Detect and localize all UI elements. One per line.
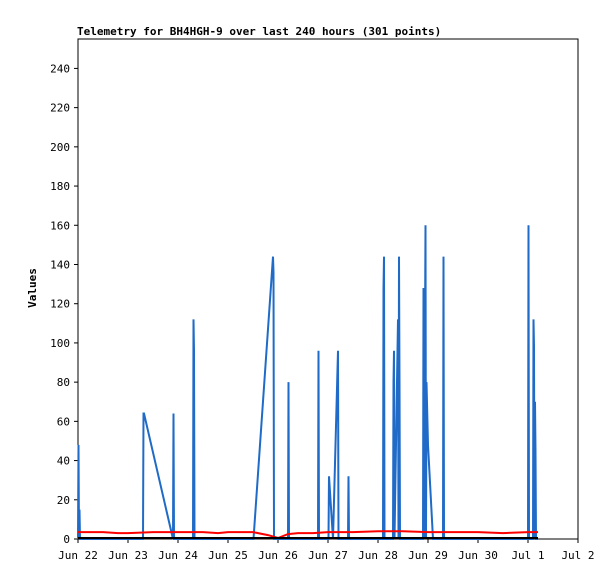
y-tick-label: 0 (63, 533, 70, 546)
x-axis-ticks: Jun 22 Jun 23 Jun 24 Jun 25 Jun 26 Jun 27 Jun … (58, 539, 595, 562)
y-tick-label: 120 (50, 298, 70, 311)
x-tick-label: Jul 2 (561, 549, 594, 562)
y-tick-label: 180 (50, 180, 70, 193)
y-tick-label: 240 (50, 62, 70, 75)
series-line-0 (77, 225, 538, 540)
x-tick-label: Jun 24 (158, 549, 198, 562)
x-tick-label: Jun 22 (58, 549, 98, 562)
series-layer (77, 225, 538, 540)
y-tick-label: 80 (57, 376, 70, 389)
y-tick-label: 60 (57, 415, 70, 428)
y-tick-label: 160 (50, 219, 70, 232)
y-tick-label: 100 (50, 337, 70, 350)
plot-frame (77, 38, 579, 540)
x-tick-label: Jun 28 (358, 549, 398, 562)
y-axis-ticks: 0 20 40 60 80 100 120 140 160 180 200 220 240 (50, 62, 78, 546)
y-tick-label: 200 (50, 141, 70, 154)
y-tick-label: 220 (50, 102, 70, 115)
x-tick-label: Jun 30 (458, 549, 498, 562)
x-tick-label: Jun 27 (308, 549, 348, 562)
x-tick-label: Jun 29 (408, 549, 448, 562)
y-tick-label: 140 (50, 258, 70, 271)
y-tick-label: 20 (57, 494, 70, 507)
x-tick-label: Jul 1 (511, 549, 544, 562)
chart-title: Telemetry for BH4HGH-9 over last 240 hou… (77, 25, 441, 38)
y-tick-label: 40 (57, 455, 70, 468)
x-tick-label: Jun 25 (208, 549, 248, 562)
y-axis-label: Values (26, 268, 39, 308)
series-line-1 (78, 530, 538, 540)
x-tick-label: Jun 23 (108, 549, 148, 562)
x-tick-label: Jun 26 (258, 549, 298, 562)
